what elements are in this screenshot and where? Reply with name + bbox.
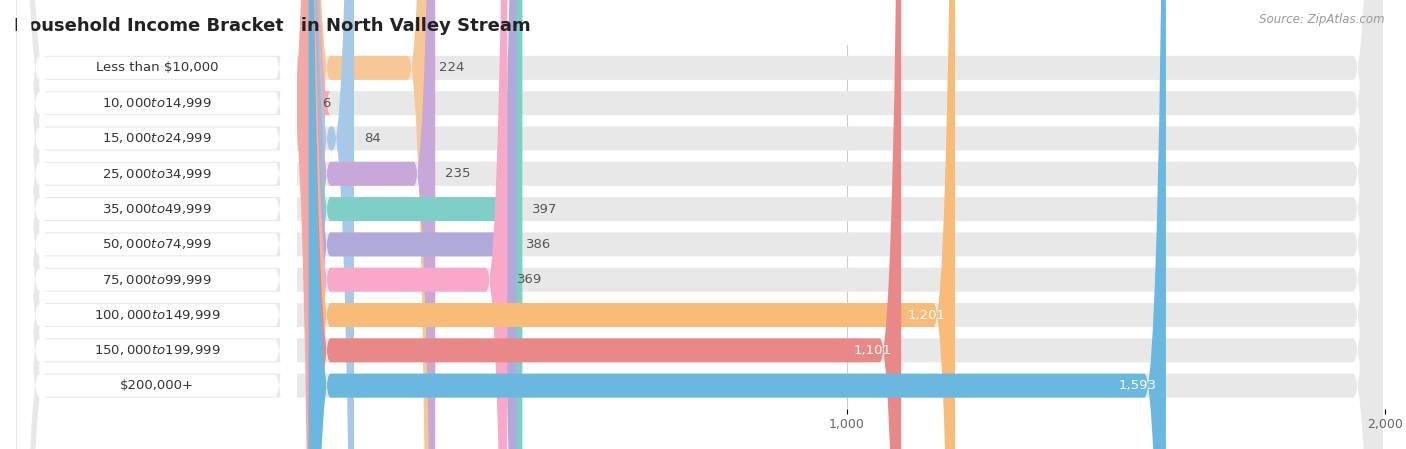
FancyBboxPatch shape (17, 0, 297, 449)
FancyBboxPatch shape (309, 0, 354, 449)
FancyBboxPatch shape (17, 0, 297, 449)
FancyBboxPatch shape (17, 0, 1382, 449)
Text: 1,593: 1,593 (1118, 379, 1156, 392)
Text: Source: ZipAtlas.com: Source: ZipAtlas.com (1260, 13, 1385, 26)
Text: $150,000 to $199,999: $150,000 to $199,999 (94, 343, 221, 357)
Text: $15,000 to $24,999: $15,000 to $24,999 (103, 132, 212, 145)
Text: 397: 397 (531, 202, 557, 216)
Text: 1,101: 1,101 (853, 344, 891, 357)
FancyBboxPatch shape (17, 0, 1382, 449)
Text: 235: 235 (444, 167, 471, 180)
Text: 6: 6 (322, 97, 330, 110)
FancyBboxPatch shape (17, 0, 297, 449)
FancyBboxPatch shape (309, 0, 901, 449)
FancyBboxPatch shape (309, 0, 1166, 449)
Text: $50,000 to $74,999: $50,000 to $74,999 (103, 238, 212, 251)
FancyBboxPatch shape (17, 0, 297, 449)
Text: 84: 84 (364, 132, 381, 145)
Text: Less than $10,000: Less than $10,000 (96, 62, 218, 75)
Text: Household Income Brackets in North Valley Stream: Household Income Brackets in North Valle… (14, 17, 530, 35)
Text: $200,000+: $200,000+ (120, 379, 194, 392)
Text: $25,000 to $34,999: $25,000 to $34,999 (103, 167, 212, 181)
FancyBboxPatch shape (309, 0, 429, 449)
FancyBboxPatch shape (17, 0, 1382, 449)
Text: $100,000 to $149,999: $100,000 to $149,999 (94, 308, 221, 322)
Text: 1,201: 1,201 (907, 308, 945, 321)
Text: 386: 386 (526, 238, 551, 251)
FancyBboxPatch shape (309, 0, 523, 449)
Text: 224: 224 (439, 62, 464, 75)
FancyBboxPatch shape (17, 0, 297, 449)
FancyBboxPatch shape (17, 0, 297, 449)
FancyBboxPatch shape (309, 0, 508, 449)
FancyBboxPatch shape (17, 0, 1382, 449)
FancyBboxPatch shape (17, 0, 297, 449)
FancyBboxPatch shape (291, 0, 330, 449)
FancyBboxPatch shape (17, 0, 297, 449)
Text: $35,000 to $49,999: $35,000 to $49,999 (103, 202, 212, 216)
FancyBboxPatch shape (309, 0, 955, 449)
FancyBboxPatch shape (17, 0, 297, 449)
FancyBboxPatch shape (17, 0, 1382, 449)
FancyBboxPatch shape (309, 0, 516, 449)
FancyBboxPatch shape (309, 0, 436, 449)
Text: 369: 369 (517, 273, 543, 286)
FancyBboxPatch shape (17, 0, 1382, 449)
FancyBboxPatch shape (17, 0, 1382, 449)
FancyBboxPatch shape (17, 0, 1382, 449)
Text: $10,000 to $14,999: $10,000 to $14,999 (103, 96, 212, 110)
Text: $75,000 to $99,999: $75,000 to $99,999 (103, 273, 212, 287)
FancyBboxPatch shape (17, 0, 1382, 449)
FancyBboxPatch shape (17, 0, 297, 449)
FancyBboxPatch shape (17, 0, 1382, 449)
